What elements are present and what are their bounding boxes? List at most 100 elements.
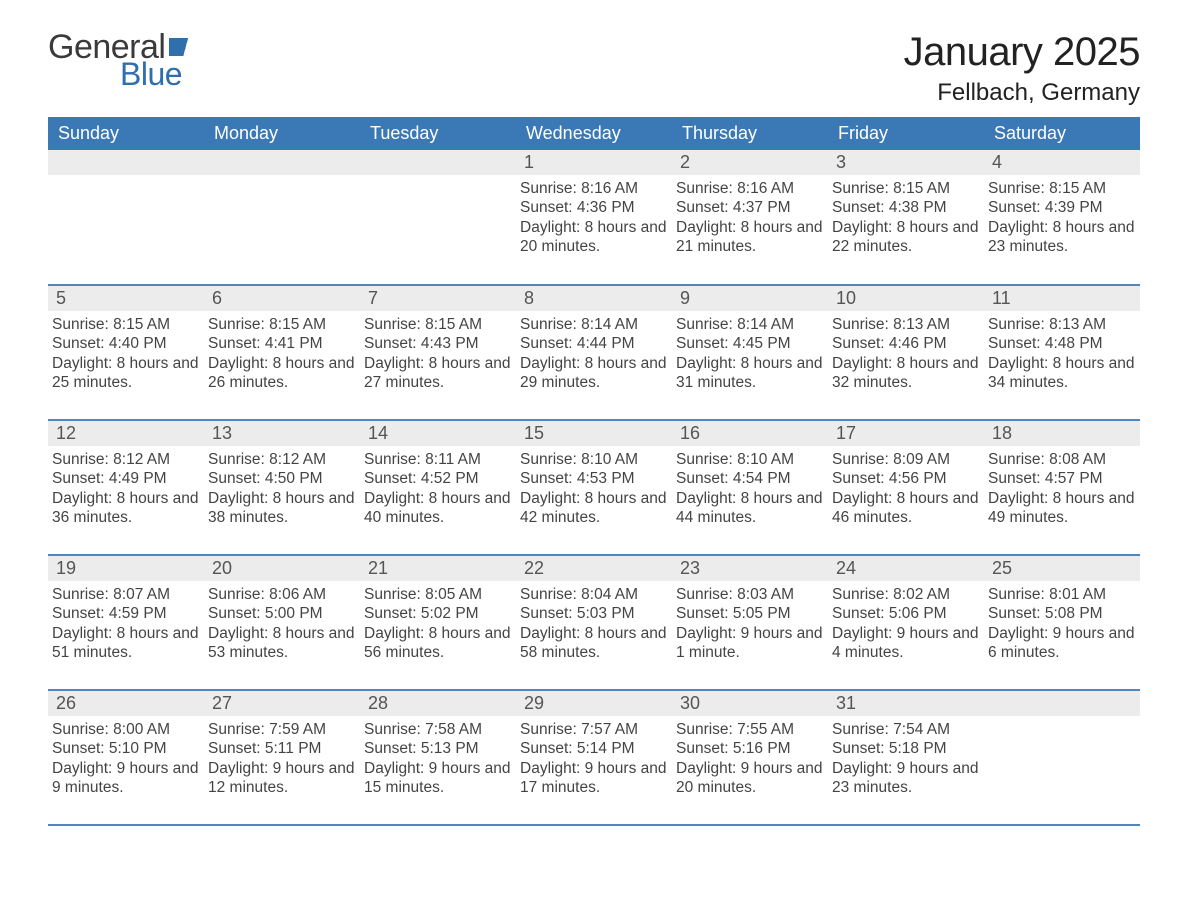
- sunset-value: 4:48 PM: [1045, 335, 1103, 352]
- sunset-value: 5:16 PM: [733, 740, 791, 757]
- sunrise: Sunrise: 8:14 AM: [520, 315, 668, 334]
- sunset: Sunset: 4:39 PM: [988, 198, 1136, 217]
- sunset: Sunset: 5:03 PM: [520, 604, 668, 623]
- calendar-day: [48, 150, 204, 285]
- day-number: 11: [984, 286, 1140, 311]
- sunrise-label: Sunrise:: [832, 180, 893, 197]
- sunset-value: 4:56 PM: [889, 470, 947, 487]
- daylight-label: Daylight:: [52, 490, 117, 507]
- calendar-day: 23Sunrise: 8:03 AMSunset: 5:05 PMDayligh…: [672, 555, 828, 690]
- day-body: Sunrise: 8:08 AMSunset: 4:57 PMDaylight:…: [984, 446, 1140, 536]
- day-number: 8: [516, 286, 672, 311]
- sunset-value: 4:50 PM: [265, 470, 323, 487]
- sunset-label: Sunset:: [208, 740, 265, 757]
- daylight-label: Daylight:: [520, 490, 585, 507]
- daylight: Daylight: 8 hours and 49 minutes.: [988, 489, 1136, 528]
- day-body: Sunrise: 8:15 AMSunset: 4:43 PMDaylight:…: [360, 311, 516, 401]
- day-body: Sunrise: 8:15 AMSunset: 4:41 PMDaylight:…: [204, 311, 360, 401]
- sunrise: Sunrise: 8:15 AM: [364, 315, 512, 334]
- daylight-label: Daylight:: [208, 625, 273, 642]
- daylight-label: Daylight:: [520, 219, 585, 236]
- sunset-value: 4:49 PM: [109, 470, 167, 487]
- sunset: Sunset: 5:06 PM: [832, 604, 980, 623]
- sunset-label: Sunset:: [988, 470, 1045, 487]
- sunset: Sunset: 5:05 PM: [676, 604, 824, 623]
- day-body: Sunrise: 8:10 AMSunset: 4:53 PMDaylight:…: [516, 446, 672, 536]
- sunrise: Sunrise: 8:05 AM: [364, 585, 512, 604]
- sunrise-label: Sunrise:: [988, 180, 1049, 197]
- sunset-label: Sunset:: [988, 605, 1045, 622]
- col-friday: Friday: [828, 117, 984, 150]
- calendar-day: 1Sunrise: 8:16 AMSunset: 4:36 PMDaylight…: [516, 150, 672, 285]
- sunset: Sunset: 4:37 PM: [676, 198, 824, 217]
- day-number: 4: [984, 150, 1140, 175]
- calendar-day: 6Sunrise: 8:15 AMSunset: 4:41 PMDaylight…: [204, 285, 360, 420]
- sunset-label: Sunset:: [676, 199, 733, 216]
- sunrise: Sunrise: 8:12 AM: [208, 450, 356, 469]
- sunrise-label: Sunrise:: [832, 586, 893, 603]
- sunrise-label: Sunrise:: [676, 586, 737, 603]
- sunset: Sunset: 4:40 PM: [52, 334, 200, 353]
- sunset-label: Sunset:: [52, 335, 109, 352]
- sunset-label: Sunset:: [52, 740, 109, 757]
- sunset-label: Sunset:: [364, 470, 421, 487]
- day-body: Sunrise: 8:00 AMSunset: 5:10 PMDaylight:…: [48, 716, 204, 806]
- sunset-value: 4:39 PM: [1045, 199, 1103, 216]
- day-number: 12: [48, 421, 204, 446]
- day-number: 17: [828, 421, 984, 446]
- day-number: 6: [204, 286, 360, 311]
- daylight-label: Daylight:: [52, 760, 117, 777]
- daylight: Daylight: 8 hours and 44 minutes.: [676, 489, 824, 528]
- sunset-value: 4:53 PM: [577, 470, 635, 487]
- sunrise-value: 8:03 AM: [737, 586, 794, 603]
- sunrise-label: Sunrise:: [520, 180, 581, 197]
- day-number: 15: [516, 421, 672, 446]
- sunset-label: Sunset:: [676, 335, 733, 352]
- calendar-day: 11Sunrise: 8:13 AMSunset: 4:48 PMDayligh…: [984, 285, 1140, 420]
- sunrise-label: Sunrise:: [364, 721, 425, 738]
- sunrise: Sunrise: 7:57 AM: [520, 720, 668, 739]
- sunrise-value: 8:00 AM: [113, 721, 170, 738]
- sunrise: Sunrise: 7:59 AM: [208, 720, 356, 739]
- sunrise: Sunrise: 8:09 AM: [832, 450, 980, 469]
- calendar-day: 30Sunrise: 7:55 AMSunset: 5:16 PMDayligh…: [672, 690, 828, 825]
- day-body: Sunrise: 8:14 AMSunset: 4:45 PMDaylight:…: [672, 311, 828, 401]
- daylight: Daylight: 8 hours and 42 minutes.: [520, 489, 668, 528]
- calendar-day: 9Sunrise: 8:14 AMSunset: 4:45 PMDaylight…: [672, 285, 828, 420]
- daylight-label: Daylight:: [832, 219, 897, 236]
- sunset-value: 4:43 PM: [421, 335, 479, 352]
- sunrise-label: Sunrise:: [208, 316, 269, 333]
- day-body: Sunrise: 7:59 AMSunset: 5:11 PMDaylight:…: [204, 716, 360, 806]
- sunset-label: Sunset:: [832, 740, 889, 757]
- day-body: Sunrise: 8:03 AMSunset: 5:05 PMDaylight:…: [672, 581, 828, 671]
- sunrise: Sunrise: 8:15 AM: [832, 179, 980, 198]
- daylight: Daylight: 8 hours and 51 minutes.: [52, 624, 200, 663]
- daylight-label: Daylight:: [988, 355, 1053, 372]
- day-number: 18: [984, 421, 1140, 446]
- sunset-value: 5:03 PM: [577, 605, 635, 622]
- sunrise-label: Sunrise:: [676, 316, 737, 333]
- sunset: Sunset: 4:50 PM: [208, 469, 356, 488]
- sunset-value: 5:00 PM: [265, 605, 323, 622]
- day-body: Sunrise: 8:13 AMSunset: 4:46 PMDaylight:…: [828, 311, 984, 401]
- sunset-label: Sunset:: [364, 335, 421, 352]
- sunset-label: Sunset:: [988, 199, 1045, 216]
- sunrise-value: 7:58 AM: [425, 721, 482, 738]
- sunrise-value: 8:10 AM: [737, 451, 794, 468]
- day-body: Sunrise: 8:14 AMSunset: 4:44 PMDaylight:…: [516, 311, 672, 401]
- day-number: [984, 691, 1140, 716]
- calendar-day: 31Sunrise: 7:54 AMSunset: 5:18 PMDayligh…: [828, 690, 984, 825]
- sunset-label: Sunset:: [364, 605, 421, 622]
- sunrise: Sunrise: 8:13 AM: [832, 315, 980, 334]
- day-number: 9: [672, 286, 828, 311]
- sunrise-value: 8:10 AM: [581, 451, 638, 468]
- sunrise: Sunrise: 8:10 AM: [520, 450, 668, 469]
- sunset: Sunset: 5:00 PM: [208, 604, 356, 623]
- day-number: 1: [516, 150, 672, 175]
- calendar-day: 5Sunrise: 8:15 AMSunset: 4:40 PMDaylight…: [48, 285, 204, 420]
- day-body: Sunrise: 8:15 AMSunset: 4:39 PMDaylight:…: [984, 175, 1140, 265]
- sunset: Sunset: 4:48 PM: [988, 334, 1136, 353]
- sunset: Sunset: 4:56 PM: [832, 469, 980, 488]
- sunrise: Sunrise: 8:08 AM: [988, 450, 1136, 469]
- daylight: Daylight: 9 hours and 1 minute.: [676, 624, 824, 663]
